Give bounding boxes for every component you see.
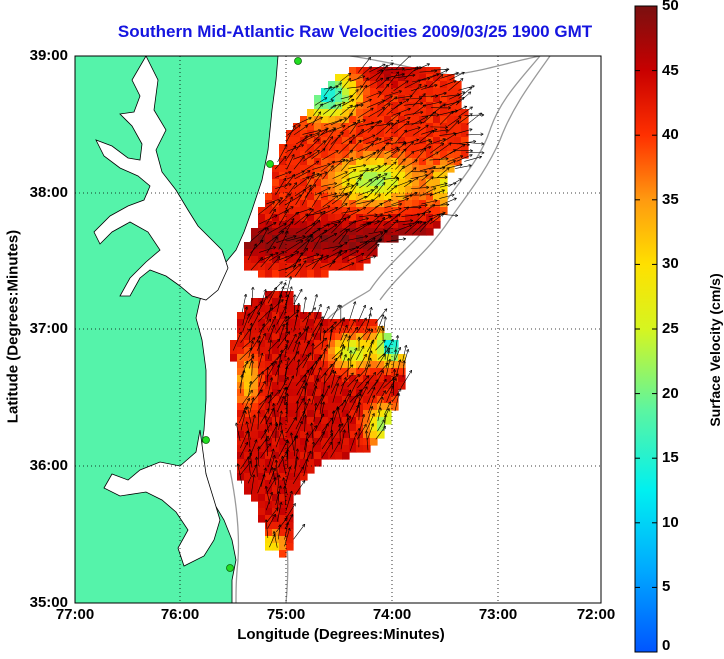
colorbar-tick-label: 35	[662, 190, 679, 208]
chesapeake-bay	[93, 56, 229, 301]
colorbar-label: Surface Velocity (cm/s)	[707, 273, 723, 427]
colorbar-tick-label: 30	[662, 255, 679, 273]
colorbar-tick-label: 15	[662, 449, 679, 467]
pamlico-sound	[103, 429, 221, 567]
y-tick-label: 37:00	[29, 320, 68, 337]
colorbar-tick-label: 10	[662, 513, 679, 531]
radar-stations	[202, 57, 302, 572]
y-tick-label: 39:00	[29, 47, 68, 64]
colorbar-tick-label: 20	[662, 384, 679, 402]
x-axis-label: Longitude (Degrees:Minutes)	[237, 626, 445, 643]
colorbar-tick-label: 25	[662, 320, 679, 337]
station-marker	[266, 160, 274, 168]
x-tick-label: 75:00	[266, 606, 306, 623]
colorbar-tick-label: 40	[662, 126, 679, 144]
y-tick-label: 38:00	[29, 184, 68, 201]
y-tick-label: 36:00	[29, 457, 68, 474]
x-tick-label: 77:00	[55, 606, 95, 623]
colorbar-ticks	[635, 5, 657, 653]
y-tick-label: 35:00	[29, 594, 68, 611]
colorbar-tick-label: 5	[662, 578, 671, 596]
station-marker	[226, 564, 234, 572]
station-marker	[202, 436, 210, 444]
x-tick-label: 76:00	[160, 606, 200, 623]
plot-frame	[74, 55, 602, 604]
map-title: Southern Mid-Atlantic Raw Velocities 200…	[117, 22, 593, 41]
colorbar-tick-label: 50	[662, 0, 679, 14]
y-axis-label: Latitude (Degrees:Minutes)	[4, 229, 22, 424]
x-tick-label: 72:00	[576, 606, 616, 623]
colorbar-tick-label: 45	[662, 61, 679, 79]
velocity-vectors	[232, 56, 485, 548]
x-tick-label: 74:00	[372, 606, 412, 623]
colorbar-tick-label: 0	[662, 637, 671, 654]
station-marker	[294, 57, 302, 65]
x-tick-label: 73:00	[478, 606, 518, 623]
